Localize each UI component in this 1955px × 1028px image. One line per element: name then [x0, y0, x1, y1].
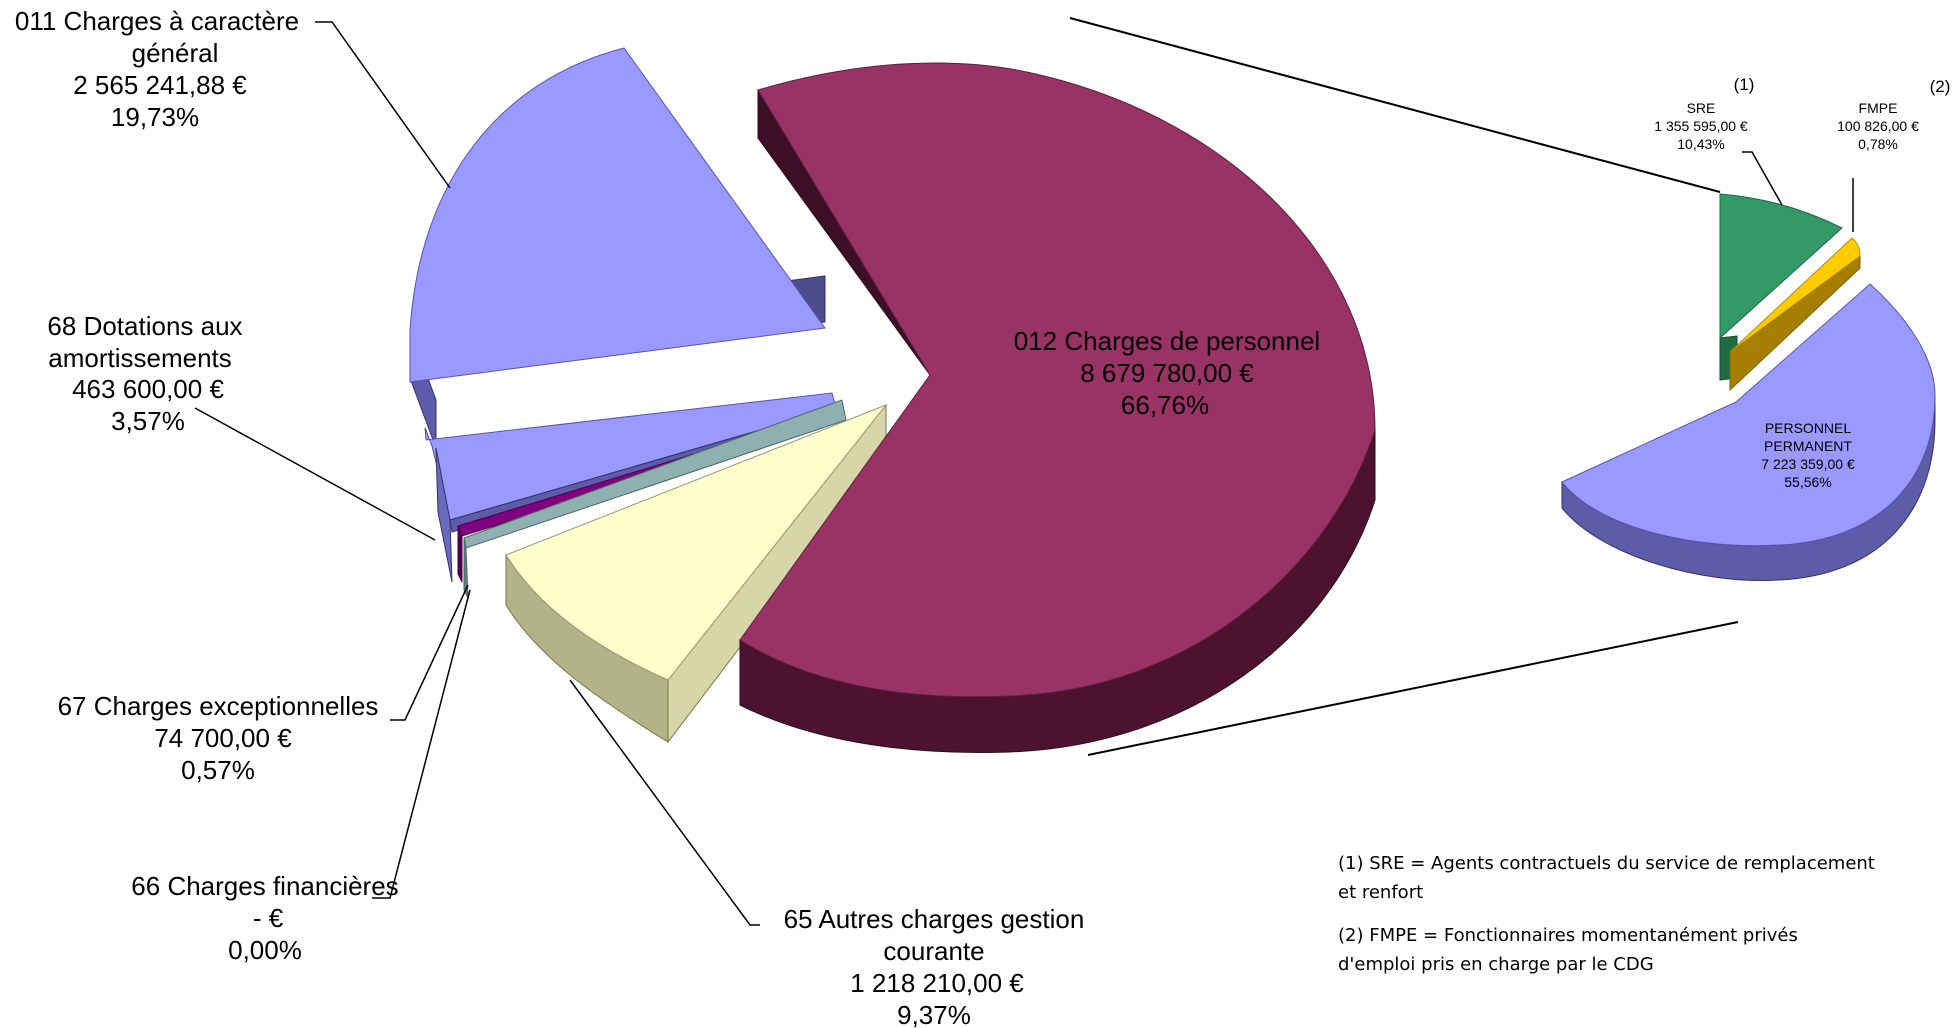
label-68-line-2: amortissements: [48, 343, 232, 373]
label-65-line-2: courante: [883, 936, 984, 966]
slice-permanent-top: [1561, 283, 1936, 547]
label-011-line-1: 011 Charges à caractère: [15, 6, 299, 36]
label-fmpe-name: FMPE: [1859, 100, 1898, 116]
label-67-amount: 74 700,00 €: [154, 723, 292, 753]
connector-bottom: [1087, 621, 1739, 756]
main-pie: [409, 47, 1376, 753]
label-011-line-2: général: [132, 38, 219, 68]
connector-top: [1069, 17, 1721, 193]
label-011-amount: 2 565 241,88 €: [73, 70, 247, 100]
label-sre-percent: 10,43%: [1677, 136, 1724, 152]
leader-011: [315, 21, 451, 189]
label-fmpe-marker: (2): [1930, 77, 1951, 96]
slice-sre-top: [1719, 193, 1843, 340]
label-65-percent: 9,37%: [897, 1000, 971, 1028]
footnote-2-line-1: (2) FMPE = Fonctionnaires momentanément …: [1338, 925, 1798, 946]
label-fmpe-percent: 0,78%: [1858, 136, 1898, 152]
footnote-1-line-2: et renfort: [1338, 882, 1423, 903]
label-65-amount: 1 218 210,00 €: [850, 968, 1024, 998]
label-68-amount: 463 600,00 €: [72, 374, 224, 404]
label-permanent-line-2: PERMANENT: [1764, 438, 1852, 454]
label-68: 68 Dotations aux amortissements 463 600,…: [47, 311, 242, 436]
label-011: 011 Charges à caractère général 2 565 24…: [15, 6, 299, 132]
footnote-2-line-2: d'emploi pris en charge par le CDG: [1338, 954, 1654, 975]
label-67-percent: 0,57%: [181, 755, 255, 785]
leader-66: [372, 589, 471, 899]
footnotes: (1) SRE = Agents contractuels du service…: [1338, 853, 1875, 975]
label-012-percent: 66,76%: [1121, 390, 1209, 420]
label-67-line-1: 67 Charges exceptionnelles: [58, 691, 379, 721]
label-66-line-1: 66 Charges financières: [131, 871, 398, 901]
label-68-percent: 3,57%: [111, 406, 185, 436]
label-65: 65 Autres charges gestion courante 1 218…: [784, 904, 1085, 1028]
leader-sre: [1742, 151, 1783, 206]
label-permanent-line-1: PERSONNEL: [1765, 420, 1852, 436]
label-68-line-1: 68 Dotations aux: [47, 311, 242, 341]
slice-012[interactable]: [739, 62, 1376, 753]
label-sre: (1) SRE 1 355 595,00 € 10,43%: [1654, 75, 1754, 152]
slice-012-top: [739, 62, 1376, 698]
label-65-line-1: 65 Autres charges gestion: [784, 904, 1085, 934]
label-66-amount: - €: [253, 903, 284, 933]
label-permanent-amount: 7 223 359,00 €: [1761, 456, 1855, 472]
label-011-percent: 19,73%: [111, 102, 199, 132]
footnote-1-line-1: (1) SRE = Agents contractuels du service…: [1338, 853, 1875, 874]
label-66: 66 Charges financières - € 0,00%: [131, 871, 398, 965]
label-66-percent: 0,00%: [228, 935, 302, 965]
label-sre-name: SRE: [1687, 100, 1716, 116]
slice-permanent[interactable]: [1561, 283, 1936, 582]
label-012-amount: 8 679 780,00 €: [1080, 358, 1254, 388]
slice-65[interactable]: [505, 403, 888, 744]
slice-fmpe-top: [1729, 237, 1861, 353]
label-permanent-percent: 55,56%: [1784, 474, 1831, 490]
slice-fmpe[interactable]: [1729, 237, 1861, 392]
label-sre-marker: (1): [1734, 75, 1755, 94]
slice-65-top: [505, 403, 888, 681]
leader-67: [390, 584, 469, 721]
leader-65: [569, 679, 760, 926]
label-fmpe-amount: 100 826,00 €: [1837, 118, 1919, 134]
slice-67-side: [457, 525, 463, 583]
label-67: 67 Charges exceptionnelles 74 700,00 € 0…: [58, 691, 379, 785]
label-fmpe: (2) FMPE 100 826,00 € 0,78%: [1837, 77, 1950, 152]
slice-011-top: [409, 47, 826, 383]
slice-66[interactable]: [463, 399, 847, 599]
leader-68: [194, 407, 436, 541]
label-permanent: PERSONNEL PERMANENT 7 223 359,00 € 55,56…: [1761, 420, 1855, 490]
slice-011[interactable]: [409, 47, 826, 449]
slice-68-side: [435, 447, 453, 583]
label-sre-amount: 1 355 595,00 €: [1654, 118, 1748, 134]
label-012: 012 Charges de personnel 8 679 780,00 € …: [1014, 326, 1320, 420]
label-012-line-1: 012 Charges de personnel: [1014, 326, 1320, 356]
detail-pie: [1561, 193, 1936, 582]
